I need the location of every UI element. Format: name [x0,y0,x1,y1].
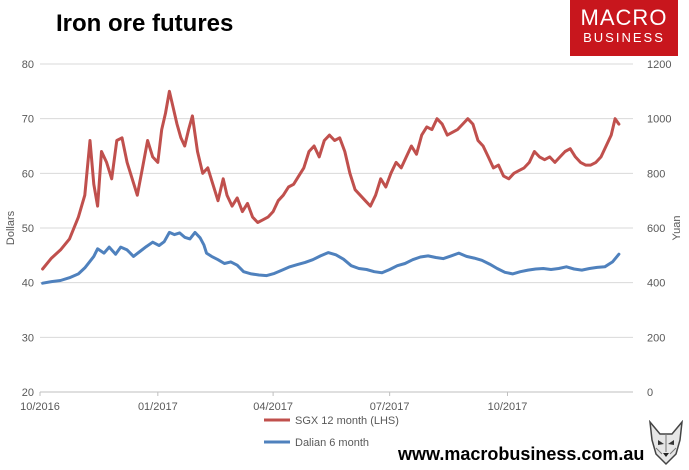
y-tick-label-right: 600 [647,223,665,235]
y-tick-label-left: 80 [22,59,34,71]
y-tick-label-left: 20 [22,387,34,399]
y-tick-label-left: 60 [22,168,34,180]
legend-label: SGX 12 month (LHS) [295,415,399,427]
wolf-mascot-icon [649,420,683,466]
y-tick-label-right: 200 [647,332,665,344]
y-tick-label-left: 40 [22,278,34,290]
logo-line-1: MACRO [580,5,668,30]
y-tick-label-right: 400 [647,278,665,290]
chart-title: Iron ore futures [56,10,234,37]
y-tick-label-right: 800 [647,168,665,180]
legend-label: Dalian 6 month [295,437,369,449]
x-tick-label: 10/2017 [488,401,528,413]
x-tick-label: 04/2017 [253,401,293,413]
x-tick-label: 07/2017 [370,401,410,413]
x-tick-label: 01/2017 [138,401,178,413]
y-tick-label-right: 1200 [647,59,671,71]
series-line-dalian [41,230,621,285]
y-tick-label-left: 30 [22,332,34,344]
y-tick-label-left: 50 [22,223,34,235]
logo-line-2: BUSINESS [583,30,665,45]
y-axis-title-right: Yuan [671,215,683,240]
y-tick-label-left: 70 [22,114,34,126]
y-tick-label-right: 0 [647,387,653,399]
footer-url: www.macrobusiness.com.au [398,444,645,464]
series-line-sgx [41,89,621,271]
macrobusiness-logo: MACRO BUSINESS [570,0,678,56]
x-tick-label: 10/2016 [20,401,60,413]
y-tick-label-right: 1000 [647,114,671,126]
y-axis-title-left: Dollars [5,210,17,245]
